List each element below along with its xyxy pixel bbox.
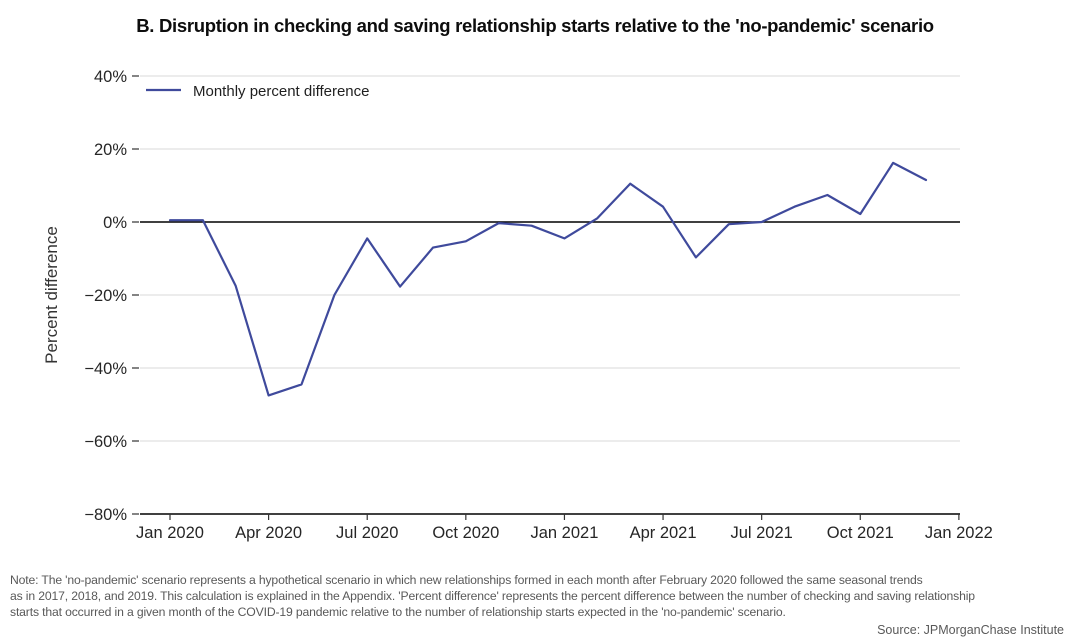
series-line-monthly-percent-difference [168,161,928,397]
x-tick-label: Jul 2021 [730,524,792,542]
chart-title: B. Disruption in checking and saving rel… [136,15,934,36]
y-tick-label: −60% [84,433,127,451]
note-text: Note: The 'no-pandemic' scenario represe… [10,572,975,620]
y-tick-label: 20% [94,141,127,159]
x-tick-label: Jul 2020 [336,524,398,542]
legend: Monthly percent difference [146,83,370,100]
x-tick-label: Oct 2020 [432,524,499,542]
y-tick-label: −80% [84,506,127,524]
note-line: Note: The 'no-pandemic' scenario represe… [10,573,923,587]
y-axis-ticks: 40% 20% 0% −20% −40% −60% −80% [84,68,139,524]
x-tick-label: Jan 2021 [530,524,598,542]
note-line: starts that occurred in a given month of… [10,605,786,619]
x-tick-label: Apr 2020 [235,524,302,542]
y-axis-title: Percent difference [42,226,61,364]
x-tick-label: Oct 2021 [827,524,894,542]
note-line: as in 2017, 2018, and 2019. This calcula… [10,589,975,603]
legend-label: Monthly percent difference [193,83,370,100]
gridlines [140,75,960,442]
x-axis-ticks: Jan 2020 Apr 2020 Jul 2020 Oct 2020 Jan 2021… [136,513,993,542]
source-attribution: Source: JPMorganChase Institute [877,623,1064,637]
line-chart: 40% 20% 0% −20% −40% −60% −80% Jan 2020 Apr 202… [42,68,993,542]
x-tick-label: Jan 2020 [136,524,204,542]
y-tick-label: −40% [84,360,127,378]
y-tick-label: 0% [103,214,127,232]
x-tick-label: Apr 2021 [630,524,697,542]
x-tick-label: Jan 2022 [925,524,993,542]
y-tick-label: 40% [94,68,127,86]
y-tick-label: −20% [84,287,127,305]
